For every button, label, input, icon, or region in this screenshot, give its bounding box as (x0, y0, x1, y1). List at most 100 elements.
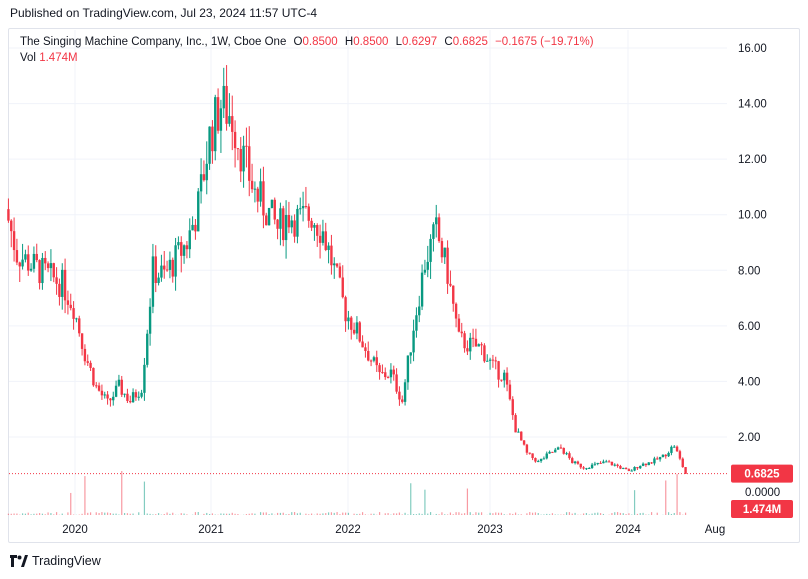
price-tick-label: 2.00 (738, 432, 760, 444)
candle-body (367, 350, 370, 361)
volume-bar (13, 513, 15, 515)
volume-bar (30, 514, 32, 515)
volume-bar (197, 512, 199, 515)
volume-bar (41, 513, 44, 515)
volume-bar (347, 512, 350, 515)
candle-body (95, 385, 98, 387)
candle-body (256, 188, 259, 202)
volume-bar (123, 513, 126, 515)
candle-body (500, 379, 503, 381)
volume-label: Vol (20, 52, 36, 64)
candle-body (418, 306, 421, 316)
candle-body (469, 337, 472, 352)
candle-body (137, 396, 140, 398)
candle-body (477, 344, 480, 347)
candle-body (140, 392, 143, 397)
candle-body (505, 372, 509, 385)
volume-bar (565, 512, 568, 515)
volume-bar (237, 514, 239, 515)
candle-body (491, 359, 495, 361)
candle-body (661, 454, 665, 458)
volume-bar (563, 514, 565, 515)
candle-body (497, 361, 500, 380)
candle-body (684, 467, 687, 474)
volume-bar (597, 512, 599, 515)
volume-bar (84, 476, 86, 515)
candle-body (398, 391, 401, 400)
candle-body (429, 238, 432, 262)
candle-body (610, 461, 614, 466)
candle-body (29, 268, 33, 271)
volume-bar (132, 513, 134, 515)
candle-body (245, 145, 248, 147)
candle-body (129, 400, 132, 403)
candle-body (627, 469, 631, 471)
volume-bar (325, 513, 327, 515)
close-label: C (444, 36, 453, 48)
tradingview-brand[interactable]: TradingView (10, 554, 101, 568)
candle-body (313, 225, 316, 228)
candle-body (38, 260, 41, 284)
volume-bar (186, 514, 188, 515)
volume-bar (529, 512, 531, 515)
open-label: O (293, 36, 303, 48)
volume-bar (293, 512, 296, 515)
volume-bar (291, 512, 293, 515)
volume-bar (410, 483, 412, 515)
volume-bar (10, 513, 12, 515)
volume-bar (599, 513, 602, 515)
candle-body (599, 462, 602, 464)
volume-bar (489, 512, 491, 515)
published-note: Published on TradingView.com, Jul 23, 20… (10, 6, 318, 20)
volume-bar (220, 513, 222, 515)
candle-body (664, 454, 667, 457)
candle-body (426, 261, 429, 270)
volume-bar (429, 512, 432, 515)
candle-body (168, 259, 172, 270)
volume-bar (208, 514, 211, 515)
candle-body (556, 447, 560, 450)
candle-body (673, 446, 676, 448)
volume-bar (551, 513, 554, 515)
volume-bar (571, 513, 573, 515)
volume-bar (152, 514, 154, 515)
candle-body (471, 337, 475, 339)
volume-bar (112, 513, 114, 515)
candle-body (667, 452, 670, 457)
candle-body (508, 384, 512, 400)
volume-bar (61, 513, 63, 515)
candle-body (160, 265, 163, 278)
volume-bar (146, 513, 148, 515)
volume-bar (166, 512, 168, 515)
candle-body (284, 215, 288, 241)
volume-bar (282, 512, 284, 515)
volume-bar (534, 512, 537, 515)
candle-body (386, 377, 390, 379)
volume-bar (633, 490, 636, 515)
candle-body (562, 447, 565, 454)
candle-body (163, 265, 166, 270)
volume-bar (211, 513, 214, 515)
candle-body (406, 355, 410, 383)
volume-bar (444, 514, 446, 515)
candle-body (202, 174, 206, 181)
candle-body (551, 451, 554, 453)
candle-body (157, 277, 160, 283)
candle-body (596, 462, 599, 464)
chart-frame[interactable] (8, 28, 800, 543)
volume-bar (466, 488, 469, 515)
candle-body (420, 272, 424, 307)
candle-body (86, 361, 89, 363)
candle-body (474, 338, 478, 347)
candle-body (310, 220, 313, 228)
candle-body (437, 217, 441, 242)
candle-body (49, 263, 53, 269)
candle-body (174, 245, 177, 277)
volume-bar (339, 514, 341, 515)
candle-body (641, 463, 645, 466)
volume-bar (67, 512, 69, 515)
price-tick-label: 4.00 (738, 376, 760, 388)
candle-body (282, 208, 285, 241)
volume-bar (492, 513, 494, 515)
